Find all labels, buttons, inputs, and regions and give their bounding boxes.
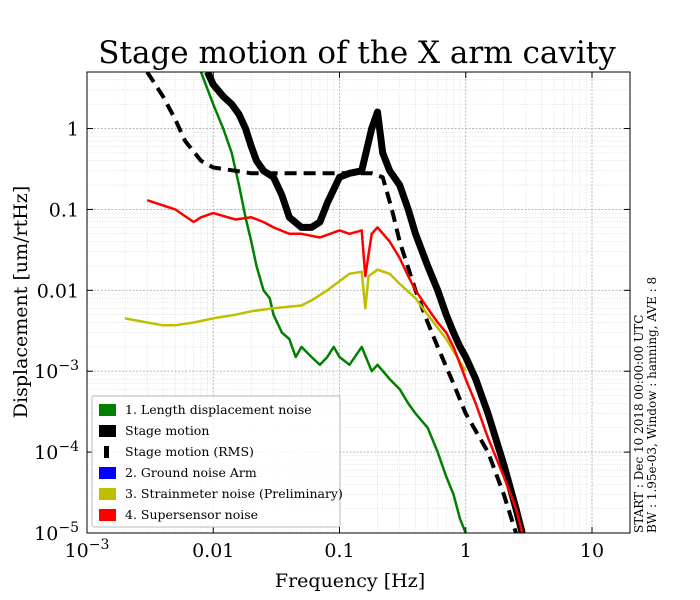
legend-label-6: 4. Supersensor noise	[125, 507, 258, 522]
side-note-line-2: BW : 1.95e-03, Window : hanning, AVE : 8	[645, 277, 659, 533]
y-tick-exponent: −3	[58, 358, 79, 374]
legend-label-2: Stage motion	[125, 423, 209, 438]
legend-swatch-2	[99, 425, 116, 437]
chart-title: Stage motion of the X arm cavity	[98, 35, 616, 71]
series-line-3	[145, 72, 518, 533]
plot-frame	[86, 71, 631, 534]
legend-label-3: Stage motion (RMS)	[125, 444, 254, 459]
legend-box	[91, 395, 341, 528]
y-tick-label: 1	[67, 119, 79, 141]
legend-swatch-4	[99, 467, 116, 479]
series-line-2	[204, 72, 526, 533]
y-tick-label: 0.1	[49, 199, 79, 221]
y-tick-exponent: −5	[58, 520, 79, 536]
x-tick-exponent: −3	[89, 537, 110, 553]
series-layer	[124, 72, 526, 533]
series-line-5	[124, 268, 467, 372]
legend-swatch-1	[99, 404, 116, 416]
legend-swatch-6	[99, 509, 116, 521]
y-axis-label: Displacement [um/rtHz]	[10, 186, 32, 418]
side-note: START : Dec 10 2018 00:00:00 UTC BW : 1.…	[632, 277, 659, 533]
legend-swatch-3	[104, 446, 109, 458]
y-tick-labels: 10−510−410−30.010.11	[34, 119, 79, 545]
x-tick-label: 0.1	[324, 540, 354, 562]
legend-label-1: 1. Length displacement noise	[125, 402, 312, 417]
legend: 1. Length displacement noise Stage motion…	[91, 395, 343, 528]
y-tick-label: 10−4	[34, 439, 79, 464]
x-axis-label: Frequency [Hz]	[275, 570, 425, 592]
legend-swatch-5	[99, 488, 116, 500]
x-tick-label: 1	[460, 540, 472, 562]
y-tick-exponent: −4	[58, 439, 79, 455]
x-tick-label: 10	[580, 540, 604, 562]
side-note-line-1: START : Dec 10 2018 00:00:00 UTC	[632, 315, 646, 533]
legend-label-5: 3. Strainmeter noise (Preliminary)	[125, 486, 343, 501]
tick-marks	[86, 72, 630, 534]
legend-label-4: 2. Ground noise Arm	[125, 465, 257, 480]
legend-items: 1. Length displacement noise Stage motion…	[99, 402, 343, 522]
y-tick-label: 0.01	[37, 280, 79, 302]
series-line-1	[199, 72, 467, 533]
x-tick-label: 0.01	[192, 540, 234, 562]
series-line-6	[146, 199, 524, 533]
